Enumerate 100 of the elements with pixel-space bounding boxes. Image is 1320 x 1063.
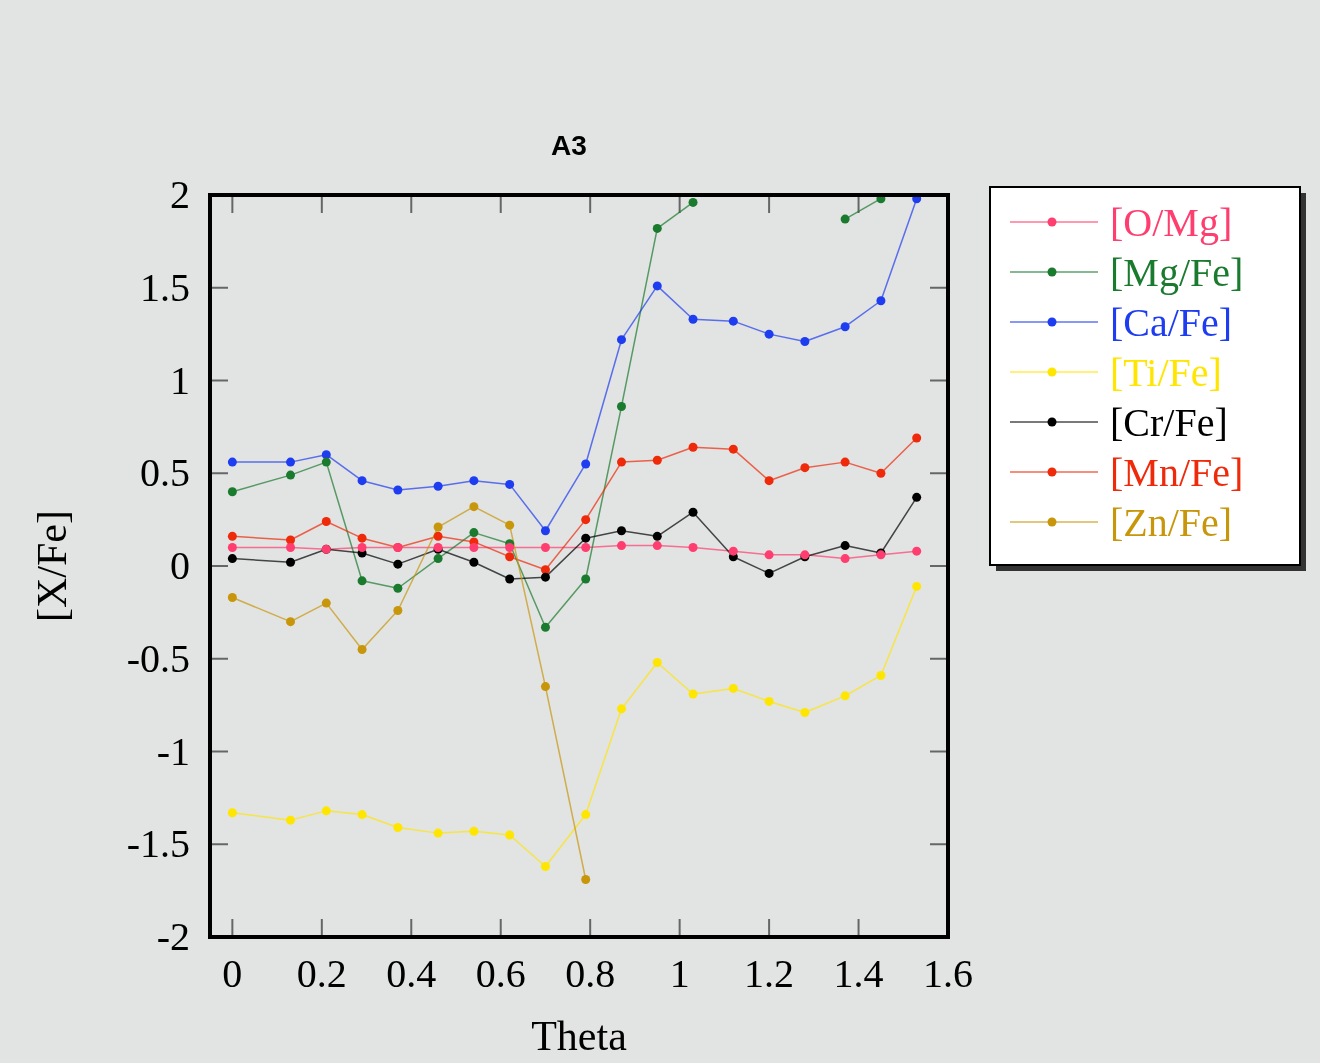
- point: [540, 526, 550, 536]
- point: [286, 457, 296, 467]
- point: [840, 691, 850, 701]
- point: [616, 457, 626, 467]
- point: [728, 316, 738, 326]
- point: [227, 542, 237, 552]
- point: [286, 470, 296, 480]
- point: [764, 476, 774, 486]
- point: [912, 433, 922, 443]
- point: [505, 574, 515, 584]
- point: [688, 314, 698, 324]
- point: [652, 455, 662, 465]
- y-tick-label: 1: [170, 357, 190, 403]
- point: [581, 574, 591, 584]
- legend-label: [Mg/Fe]: [1110, 250, 1244, 295]
- point: [357, 533, 367, 543]
- point: [616, 704, 626, 714]
- point: [393, 485, 403, 495]
- point: [876, 296, 886, 306]
- point: [469, 557, 479, 567]
- point: [581, 810, 591, 820]
- point: [840, 214, 850, 224]
- point: [357, 810, 367, 820]
- x-tick-label: 0.4: [386, 951, 437, 996]
- point: [357, 542, 367, 552]
- point: [469, 826, 479, 836]
- point: [505, 479, 515, 489]
- point: [505, 552, 515, 562]
- x-tick-label: 1.4: [833, 951, 884, 996]
- point: [321, 450, 331, 460]
- point: [227, 593, 237, 603]
- point: [764, 550, 774, 560]
- legend-label: [Ti/Fe]: [1110, 350, 1222, 395]
- point: [912, 581, 922, 591]
- x-tick-label: 0.8: [565, 951, 616, 996]
- legend-label: [Ca/Fe]: [1110, 300, 1233, 345]
- point: [688, 197, 698, 207]
- y-tick-label: -0.5: [126, 635, 190, 681]
- point: [616, 526, 626, 536]
- point: [616, 541, 626, 551]
- point: [652, 541, 662, 551]
- y-axis-title: [X/Fe]: [29, 510, 75, 622]
- point: [433, 481, 443, 491]
- point: [912, 546, 922, 556]
- point: [581, 515, 591, 525]
- point: [227, 487, 237, 497]
- point: [540, 622, 550, 632]
- point: [227, 808, 237, 818]
- point: [581, 875, 591, 884]
- point: [652, 531, 662, 541]
- point: [286, 617, 296, 627]
- point: [764, 329, 774, 339]
- point: [800, 463, 810, 473]
- point: [876, 468, 886, 478]
- point: [321, 806, 331, 816]
- point: [652, 223, 662, 233]
- y-tick-label: 0.5: [140, 450, 190, 496]
- point: [728, 683, 738, 693]
- point: [357, 644, 367, 654]
- point: [469, 528, 479, 538]
- y-tick-label: 2: [170, 172, 190, 217]
- point: [433, 531, 443, 541]
- point: [286, 542, 296, 552]
- point: [764, 568, 774, 578]
- point: [800, 337, 810, 347]
- point: [286, 815, 296, 825]
- y-tick-label: 1.5: [140, 264, 190, 310]
- legend-label: [Cr/Fe]: [1110, 400, 1228, 445]
- point: [540, 682, 550, 692]
- point: [433, 554, 443, 564]
- y-tick-label: -1.5: [126, 821, 190, 867]
- point: [688, 442, 698, 452]
- point: [227, 554, 237, 564]
- point: [840, 554, 850, 564]
- point: [540, 542, 550, 552]
- legend-label: [O/Mg]: [1110, 200, 1233, 245]
- x-axis-title: Theta: [531, 1013, 628, 1059]
- x-tick-label: 0: [222, 951, 243, 996]
- point: [840, 541, 850, 551]
- point: [581, 542, 591, 552]
- point: [688, 689, 698, 699]
- point: [688, 542, 698, 552]
- point: [357, 576, 367, 586]
- point: [321, 598, 331, 608]
- point: [227, 531, 237, 541]
- point: [286, 557, 296, 567]
- point: [652, 657, 662, 667]
- chart-title: A3: [551, 130, 587, 161]
- point: [433, 522, 443, 532]
- y-tick-label: 0: [170, 543, 190, 588]
- point: [357, 476, 367, 486]
- point: [616, 335, 626, 345]
- point: [505, 520, 515, 530]
- point: [227, 457, 237, 467]
- point: [616, 401, 626, 411]
- point: [469, 476, 479, 486]
- point: [728, 444, 738, 454]
- point: [876, 670, 886, 680]
- point: [393, 559, 403, 569]
- legend-label: [Zn/Fe]: [1110, 500, 1233, 545]
